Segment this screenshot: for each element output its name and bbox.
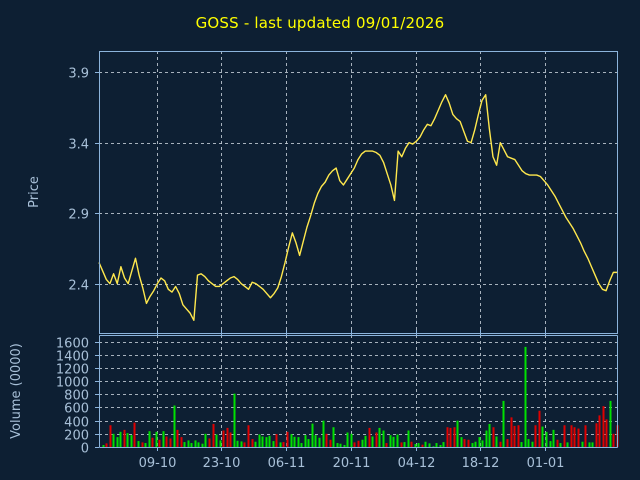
price-panel-border [99, 51, 618, 334]
volume-tick-label: 1000 [56, 376, 89, 391]
x-tick-label: 06-11 [268, 456, 306, 471]
x-tick-label: 09-10 [139, 456, 177, 471]
price-axis-title: Price [27, 176, 42, 208]
volume-tick-label: 1400 [56, 350, 89, 365]
price-line-layer [98, 94, 617, 322]
axis-labels-layer: 2.4 2.9 3.4 3.9 0200400600800100012001400160… [9, 67, 564, 472]
price-tick-label: 2.9 [68, 208, 89, 223]
x-tick-label: 01-01 [527, 456, 565, 471]
price-line [98, 94, 617, 322]
x-tick-label: 23-10 [203, 456, 241, 471]
axis-layer [95, 51, 618, 451]
price-tick-label: 3.4 [68, 138, 89, 153]
volume-tick-label: 800 [64, 389, 89, 404]
volume-tick-label: 1200 [56, 363, 89, 378]
price-tick-label: 3.9 [68, 67, 89, 82]
x-tick-label: 04-12 [398, 456, 436, 471]
x-tick-label: 18-12 [462, 456, 500, 471]
volume-tick-label: 0 [81, 442, 89, 457]
volume-tick-label: 600 [64, 402, 89, 417]
x-tick-label: 20-11 [333, 456, 371, 471]
price-tick-label: 2.4 [68, 279, 89, 294]
volume-tick-label: 1600 [56, 337, 89, 352]
page-title: GOSS - last updated 09/01/2026 [195, 14, 445, 32]
volume-tick-label: 400 [64, 416, 89, 431]
volume-bars-layer [102, 346, 619, 447]
volume-axis-title: Volume (0000) [9, 343, 24, 439]
grid-layer [99, 51, 617, 447]
volume-tick-label: 200 [64, 429, 89, 444]
